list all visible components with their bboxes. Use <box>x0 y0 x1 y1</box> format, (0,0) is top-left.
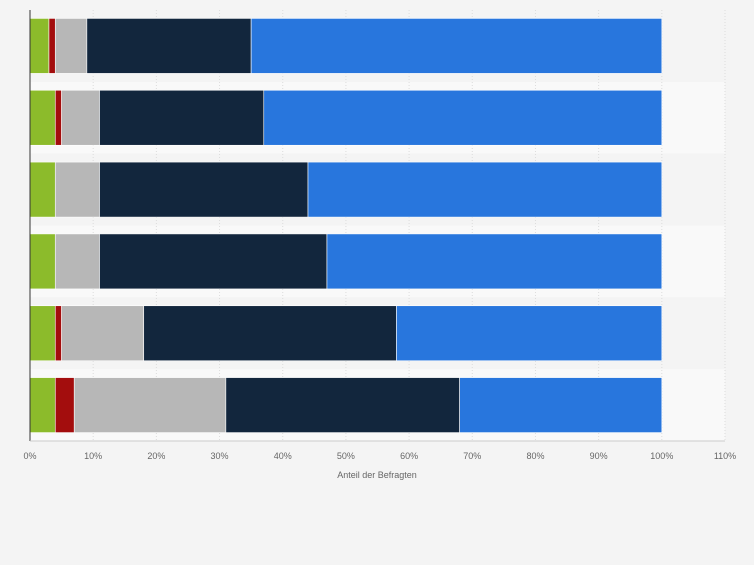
bar-segment-5 <box>326 233 663 290</box>
bar-segment-4 <box>143 305 397 362</box>
x-tick-label: 40% <box>274 451 292 461</box>
bar-segment-5 <box>459 377 663 433</box>
bars <box>29 18 663 433</box>
x-tick-label: 20% <box>147 451 165 461</box>
bar-segment-2 <box>48 18 56 74</box>
bar-segment-1 <box>29 89 56 146</box>
bar-segment-4 <box>99 233 328 290</box>
x-axis-label: Anteil der Befragten <box>337 470 417 480</box>
x-tick-label: 70% <box>463 451 481 461</box>
x-tick-label: 110% <box>714 451 736 461</box>
bar-segment-5 <box>396 305 663 362</box>
x-tick-labels: 0% 10% 20% 30% 40% 50% 60% 70% 80% 90% 100% 110% <box>23 451 736 461</box>
x-tick-label: 100% <box>650 451 673 461</box>
bar-segment-4 <box>225 377 460 433</box>
bar-segment-4 <box>99 89 265 146</box>
bar-segment-3 <box>54 233 100 290</box>
bar-segment-2 <box>54 377 75 433</box>
bar-segment-5 <box>263 89 663 146</box>
bar-segment-4 <box>99 161 309 218</box>
bar-segment-1 <box>29 305 56 362</box>
bar-segment-3 <box>61 89 100 146</box>
bar-segment-5 <box>250 18 663 74</box>
x-tick-label: 0% <box>23 451 36 461</box>
x-tick-label: 50% <box>337 451 355 461</box>
x-tick-label: 80% <box>526 451 544 461</box>
axes <box>29 10 725 442</box>
bar-segment-3 <box>73 377 227 433</box>
bar-segment-3 <box>54 161 100 218</box>
row-bands <box>30 10 725 441</box>
bar-segment-1 <box>29 377 56 433</box>
bar-segment-2 <box>54 89 62 146</box>
x-tick-label: 60% <box>400 451 418 461</box>
bar-segment-2 <box>54 305 62 362</box>
bar-segment-1 <box>29 233 56 290</box>
bar-segment-1 <box>29 161 56 218</box>
bar-segment-3 <box>54 18 88 74</box>
bar-segment-4 <box>86 18 252 74</box>
x-tick-label: 90% <box>590 451 608 461</box>
bar-segment-3 <box>61 305 145 362</box>
bar-segment-1 <box>29 18 50 74</box>
x-tick-label: 30% <box>211 451 229 461</box>
bar-segment-5 <box>307 161 663 218</box>
x-tick-label: 10% <box>84 451 102 461</box>
